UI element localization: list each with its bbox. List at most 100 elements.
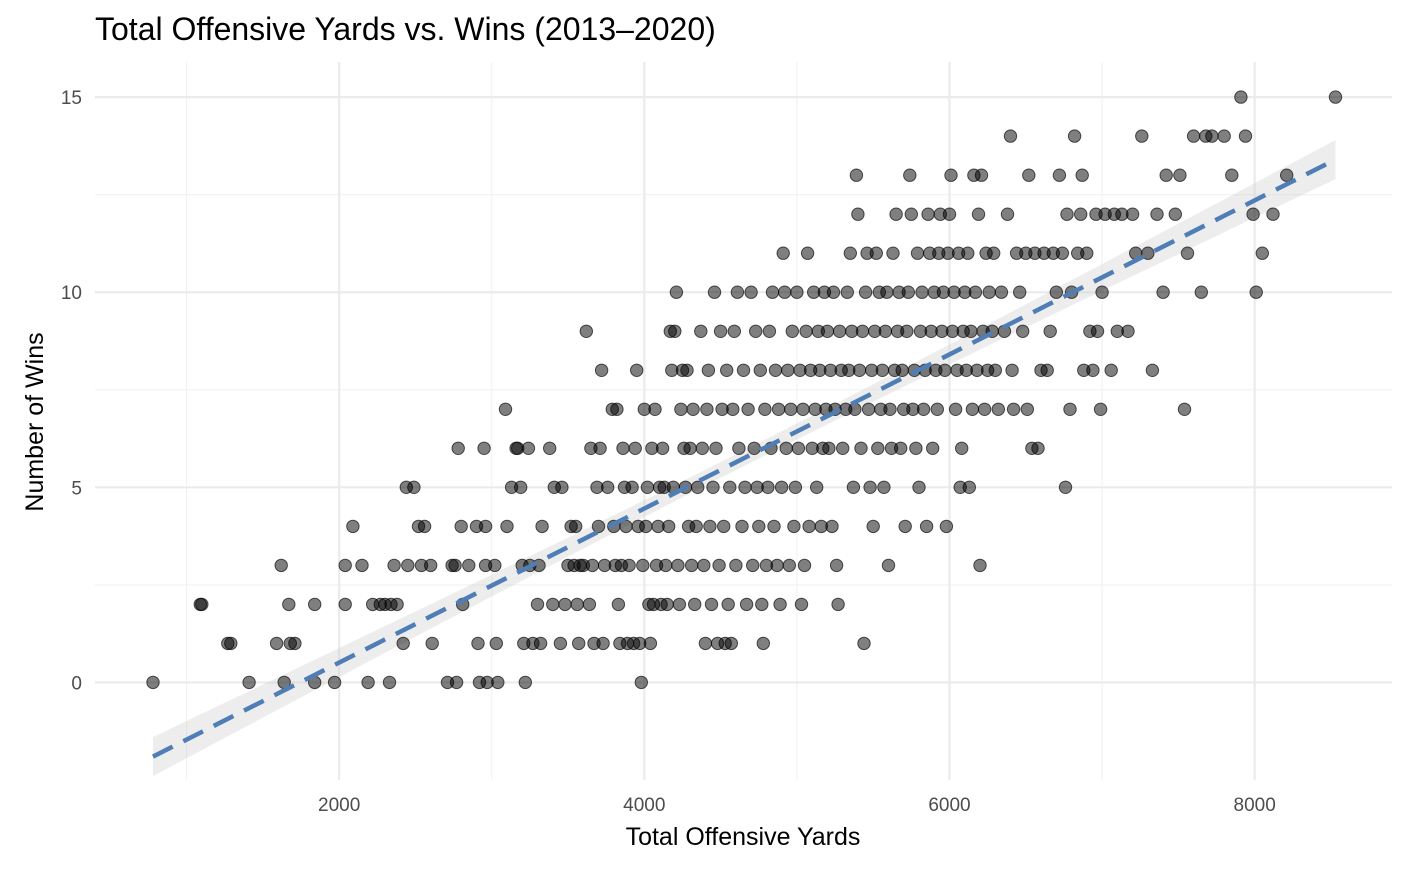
data-point [1022,168,1036,182]
x-tick-label: 4000 [623,795,665,816]
data-point [668,324,682,338]
data-point [942,207,957,221]
data-point [797,558,812,573]
data-point [662,519,676,534]
data-point [224,636,238,651]
data-point [747,441,761,455]
data-point [781,363,795,377]
y-tick-label: 15 [61,88,82,109]
data-point [730,285,745,299]
data-point [146,675,160,690]
data-point [982,285,996,299]
data-point [855,324,870,338]
data-point [721,597,735,612]
data-point [877,480,891,494]
data-point [1194,285,1209,299]
data-point [1067,129,1082,143]
data-point [449,675,464,690]
data-point [674,402,688,416]
data-point [800,246,815,260]
data-point [1080,246,1094,260]
data-point [846,480,861,494]
data-point [1234,90,1248,104]
data-point [707,285,722,299]
data-point [1040,363,1054,377]
data-point [938,363,952,377]
data-point [640,480,655,494]
data-point [900,324,914,338]
data-point [1020,402,1035,416]
data-point [625,480,639,494]
data-point [1168,207,1183,221]
data-point [390,597,404,612]
regression-line [151,157,1337,759]
data-point [683,441,697,455]
data-point [269,636,284,651]
data-point [840,285,854,299]
data-point [871,441,885,455]
data-point [802,519,816,534]
data-point [852,363,867,377]
data-point [889,207,903,221]
data-point [634,675,648,690]
data-point [713,324,728,338]
data-point [939,519,954,534]
data-point [407,480,421,494]
data-point [703,519,717,534]
data-point [831,597,845,612]
data-point [746,558,760,573]
data-point [1052,168,1067,182]
data-point [242,675,256,690]
data-point [688,597,702,612]
data-point [971,207,986,221]
data-point [672,597,687,612]
data-point [454,519,468,534]
data-point [401,558,415,573]
data-point [1043,324,1057,338]
data-point [1141,246,1155,260]
data-point [866,519,880,534]
data-point [901,285,915,299]
data-point [753,363,767,377]
data-point [1159,168,1173,182]
data-point [1090,324,1105,338]
data-point [1121,324,1135,338]
data-point [424,558,438,573]
data-point [489,636,503,651]
data-point [671,558,685,573]
data-point [848,402,862,416]
data-point [448,558,462,573]
data-point [903,168,917,182]
data-point [1177,402,1192,416]
data-point [1075,168,1089,182]
data-point [543,441,557,455]
data-point [689,519,703,534]
data-point [768,363,783,377]
data-point [955,441,969,455]
data-point [767,519,781,534]
data-point [878,324,893,338]
data-point [1031,441,1045,455]
data-point [706,480,720,494]
x-tick-label: 2000 [318,795,360,816]
x-axis-title: Total Offensive Yards [626,823,861,851]
data-point [825,519,839,534]
data-point [488,558,502,573]
data-point [869,246,883,260]
data-point [836,441,850,455]
data-point [857,636,871,651]
data-point [669,285,684,299]
data-point [765,285,780,299]
data-point [387,558,401,573]
data-point [988,363,1002,377]
data-point [700,402,714,416]
data-point [425,636,439,651]
data-point [1180,246,1195,260]
data-point [784,402,798,416]
data-point [1060,207,1074,221]
data-point [778,285,792,299]
data-point [886,246,900,260]
data-point [533,636,548,651]
data-point [832,324,847,338]
